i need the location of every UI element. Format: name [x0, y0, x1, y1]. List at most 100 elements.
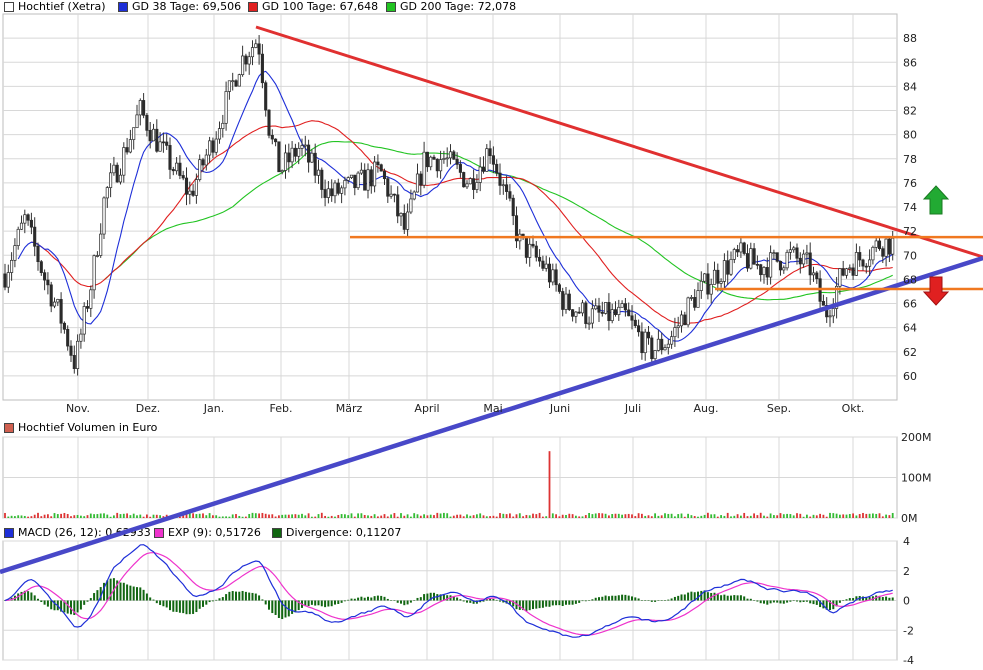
divergence-bar-240	[796, 600, 798, 602]
candle-body-91	[303, 144, 307, 147]
candle-body-254	[841, 268, 845, 276]
month-label-0: Nov.	[66, 402, 90, 415]
volume-bar-118	[393, 513, 396, 518]
candle-body-44	[148, 129, 152, 142]
volume-bar-121	[403, 515, 406, 518]
divergence-bar-224	[743, 596, 746, 601]
volume-bar-100	[334, 516, 336, 518]
volume-bar-209	[693, 516, 696, 518]
volume-bar-60	[202, 513, 204, 518]
volume-bar-206	[683, 516, 686, 518]
volume-bar-193	[641, 513, 643, 518]
candle-body-235	[778, 260, 783, 271]
volume-bar-226	[749, 515, 752, 518]
volume-bar-21	[73, 515, 76, 518]
support-trendline	[0, 255, 983, 575]
candle-body-24	[82, 306, 86, 335]
exp-line	[4, 551, 893, 636]
volume-bar-232	[769, 513, 772, 518]
candle-body-211	[699, 280, 703, 291]
candle-body-81	[270, 134, 274, 140]
legend-exp: EXP (9): 0,51726	[154, 526, 261, 539]
candle-body-6	[23, 214, 27, 224]
candle-body-43	[145, 114, 149, 131]
candle-body-126	[419, 173, 423, 186]
legend-gd200-label: GD 200 Tage: 72,078	[400, 0, 517, 13]
divergence-bar-87	[291, 600, 294, 614]
candle-body-0	[3, 273, 7, 288]
month-label-11: Okt.	[842, 402, 865, 415]
volume-bar-142	[472, 515, 475, 518]
candle-body-46	[155, 128, 159, 152]
divergence-bar-190	[631, 596, 633, 601]
candle-body-143	[475, 182, 479, 190]
candle-body-209	[693, 297, 697, 308]
volume-bar-165	[548, 451, 551, 518]
divergence-bar-10	[37, 598, 39, 601]
volume-bar-71	[238, 515, 241, 518]
divergence-bar-80	[268, 600, 270, 610]
volume-bar-48	[162, 516, 165, 518]
divergence-bar-9	[33, 595, 36, 601]
volume-bar-252	[835, 513, 838, 518]
volume-legend: Hochtief Volumen in Euro	[0, 421, 983, 435]
volume-bar-55	[185, 514, 188, 518]
month-label-2: Jan.	[203, 402, 224, 415]
candle-body-258	[854, 252, 858, 276]
divergence-bar-38	[129, 585, 132, 601]
candle-body-8	[29, 219, 33, 228]
divergence-bar-218	[723, 594, 726, 601]
candle-body-202	[670, 336, 674, 345]
volume-tick-label-0: 200M	[901, 431, 932, 444]
volume-bar-164	[545, 516, 548, 518]
divergence-bar-0	[4, 600, 6, 601]
candle-body-259	[858, 252, 862, 261]
legend-price: Hochtief (Xetra)	[4, 0, 106, 13]
candle-body-236	[782, 267, 786, 271]
candle-body-230	[762, 267, 766, 276]
candle-body-80	[267, 109, 271, 136]
volume-bar-36	[122, 513, 125, 518]
divergence-bar-234	[776, 600, 779, 603]
divergence-bar-39	[132, 586, 135, 601]
candle-body-188	[623, 303, 627, 311]
volume-bar-216	[716, 516, 719, 518]
volume-bar-46	[155, 514, 158, 518]
divergence-bar-96	[320, 600, 323, 607]
volume-bar-123	[410, 516, 412, 518]
candle-body-61	[204, 154, 208, 166]
candle-body-199	[660, 338, 664, 351]
divergence-bar-19	[66, 600, 69, 614]
divergence-bar-64	[215, 599, 218, 601]
volume-bar-231	[766, 516, 769, 518]
divergence-bar-170	[565, 600, 567, 605]
candle-body-154	[511, 197, 515, 217]
volume-bar-141	[469, 515, 472, 518]
candle-body-223	[739, 242, 743, 253]
divergence-bar-233	[772, 600, 775, 603]
candle-body-17	[59, 299, 63, 324]
divergence-bar-126	[419, 597, 422, 601]
candle-body-177	[587, 322, 591, 325]
volume-bar-86	[287, 514, 290, 518]
candle-body-20	[69, 345, 73, 356]
divergence-bar-115	[383, 596, 386, 601]
divergence-bar-235	[779, 600, 782, 604]
volume-bar-99	[330, 515, 333, 518]
divergence-bar-29	[99, 587, 102, 601]
divergence-bar-51	[172, 600, 175, 612]
divergence-bar-89	[297, 600, 300, 611]
volume-bar-64	[215, 515, 218, 518]
volume-bar-12	[43, 514, 46, 518]
divergence-bar-254	[842, 600, 845, 602]
volume-bar-23	[80, 515, 82, 518]
candle-body-224	[742, 242, 746, 254]
volume-bar-163	[542, 516, 544, 518]
candle-body-18	[62, 322, 66, 330]
candle-body-179	[594, 305, 598, 310]
candle-body-198	[656, 338, 660, 351]
arrow-up-icon	[922, 185, 950, 215]
candle-body-139	[462, 172, 466, 188]
candle-body-119	[396, 194, 400, 217]
legend-gd100-swatch	[248, 1, 258, 12]
